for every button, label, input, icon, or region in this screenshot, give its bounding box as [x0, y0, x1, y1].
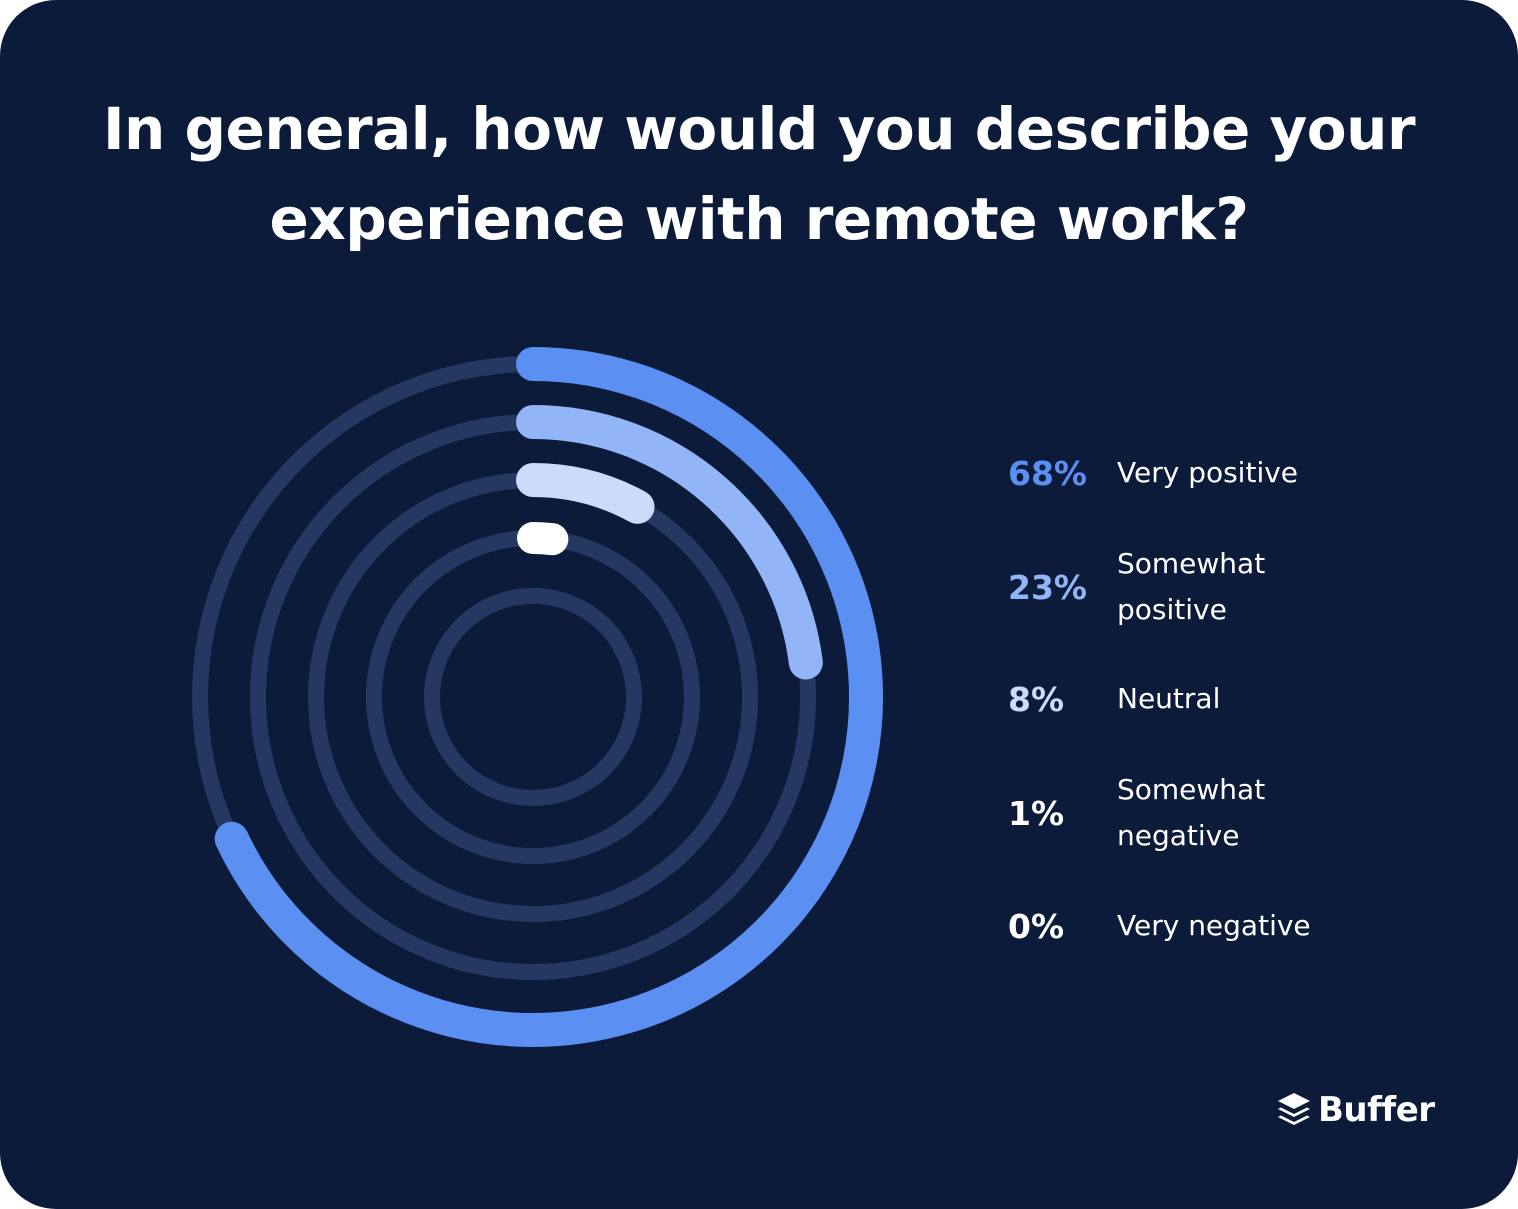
legend-item-somewhat-positive: 23% Somewhat positive	[1008, 537, 1468, 637]
brand-name: Buffer	[1318, 1090, 1435, 1130]
bar-somewhat-positive	[516, 405, 823, 680]
brand-logo: Buffer	[1276, 1086, 1435, 1134]
legend-item-very-positive: 68% Very positive	[1008, 423, 1468, 523]
legend-label: Very positive	[1117, 456, 1299, 489]
legend-item-neutral: 8% Neutral	[1008, 649, 1468, 749]
bar-very-positive	[214, 347, 883, 1047]
chart-title: In general, how would you describe your …	[102, 95, 1416, 253]
legend-item-very-negative: 0% Very negative	[1008, 876, 1468, 976]
legend-label: Somewhat positive	[1117, 547, 1266, 626]
legend-item-somewhat-negative: 1% Somewhat negative	[1008, 763, 1468, 863]
bar-somewhat-negative	[517, 522, 569, 556]
buffer-stack-icon	[1278, 1093, 1310, 1125]
legend-value: 0%	[1008, 906, 1065, 946]
bar-neutral	[516, 463, 655, 524]
legend: 68% Very positive 23% Somewhat positive 8% Ne…	[1008, 0, 1468, 1209]
legend-label: Somewhat negative	[1117, 773, 1266, 852]
legend-label: Neutral	[1117, 682, 1221, 715]
ring-track-somewhat-negative	[366, 530, 700, 864]
ring-track-very-negative	[424, 588, 642, 806]
legend-value: 68%	[1008, 453, 1087, 493]
legend-value: 8%	[1008, 679, 1065, 719]
legend-value: 23%	[1008, 567, 1087, 607]
legend-value: 1%	[1008, 793, 1065, 833]
radial-chart	[192, 347, 883, 1047]
legend-label: Very negative	[1117, 909, 1311, 942]
